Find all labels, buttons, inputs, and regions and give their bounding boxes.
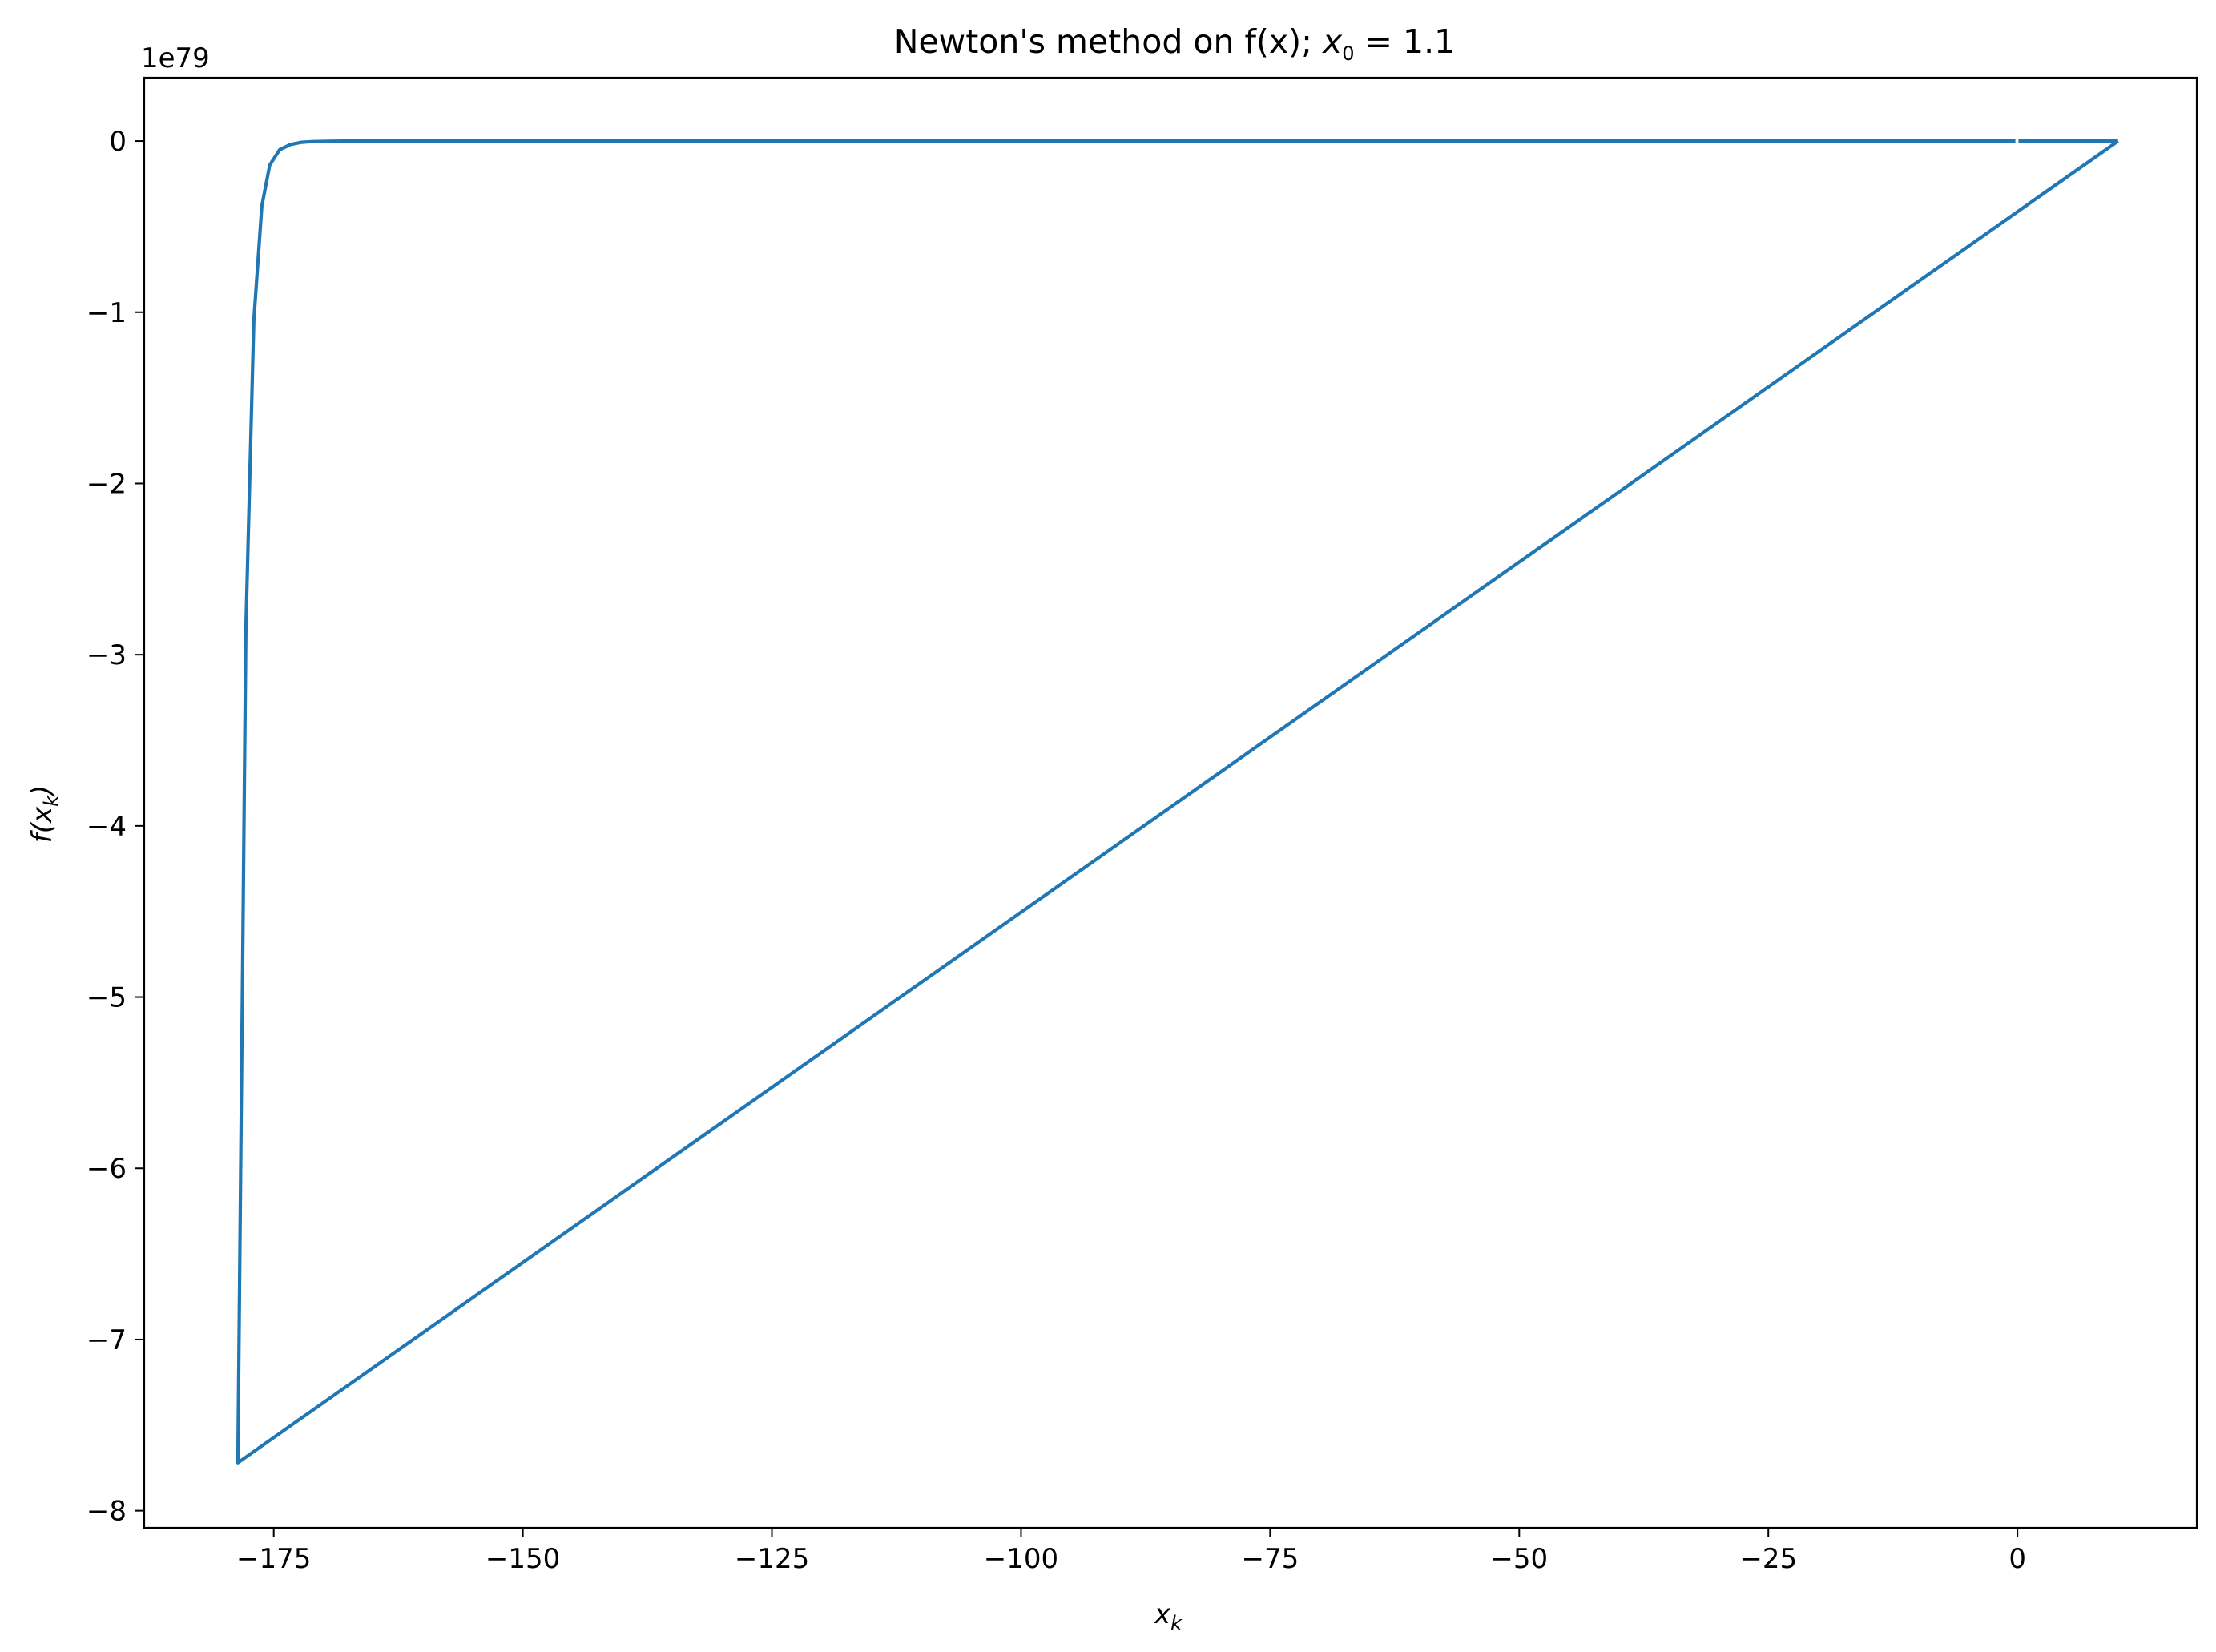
x-tick-label-0: −175 (236, 1543, 311, 1575)
x-tick-label-4: −75 (1241, 1543, 1299, 1575)
y-tick-label-6: −6 (87, 1153, 127, 1185)
y-axis-label-var: x (26, 806, 58, 824)
x-axis: −175 −150 −125 −100 −75 −50 −25 0 (236, 1528, 2026, 1575)
plot-frame (143, 76, 2198, 1529)
y-tick-label-0: 0 (109, 126, 127, 158)
x-axis-label: xk (1154, 1598, 1183, 1634)
y-tick-label-7: −7 (87, 1324, 127, 1356)
y-axis-label-sub: k (40, 795, 62, 807)
chart-title-math-sub: 0 (1342, 42, 1354, 65)
x-tick-label-7: 0 (2009, 1543, 2026, 1575)
y-axis: 0 −1 −2 −3 −4 −5 −6 −7 −8 (87, 126, 144, 1528)
series-line-0-segment-1 (236, 139, 2119, 1465)
y-axis-label: f(xk) (26, 785, 62, 844)
y-tick-label-4: −4 (87, 811, 127, 843)
x-tick-label-5: −50 (1490, 1543, 1548, 1575)
y-offset-label: 1e79 (141, 42, 210, 75)
x-axis-label-sub: k (1170, 1612, 1183, 1634)
y-tick-label-3: −3 (87, 639, 127, 671)
x-tick-label-2: −125 (735, 1543, 809, 1575)
x-tick-label-1: −150 (486, 1543, 560, 1575)
y-axis-label-suffix: ) (26, 785, 58, 798)
y-tick-label-1: −1 (87, 297, 127, 329)
x-axis-label-var: x (1154, 1598, 1171, 1630)
y-tick-label-2: −2 (87, 468, 127, 500)
chart-title: Newton's method on f(x); x0 = 1.1 (894, 22, 1455, 65)
y-tick-label-5: −5 (87, 982, 127, 1014)
x-tick-label-6: −25 (1739, 1543, 1797, 1575)
y-tick-label-8: −8 (87, 1496, 127, 1528)
chart-title-math-var: x (1321, 22, 1343, 61)
chart-title-math-value: = 1.1 (1355, 22, 1456, 61)
x-tick-label-3: −100 (984, 1543, 1058, 1575)
series-layer (236, 139, 2119, 1465)
chart-title-prefix: Newton's method on f(x); (894, 22, 1323, 61)
y-axis-label-prefix: f( (26, 821, 58, 843)
